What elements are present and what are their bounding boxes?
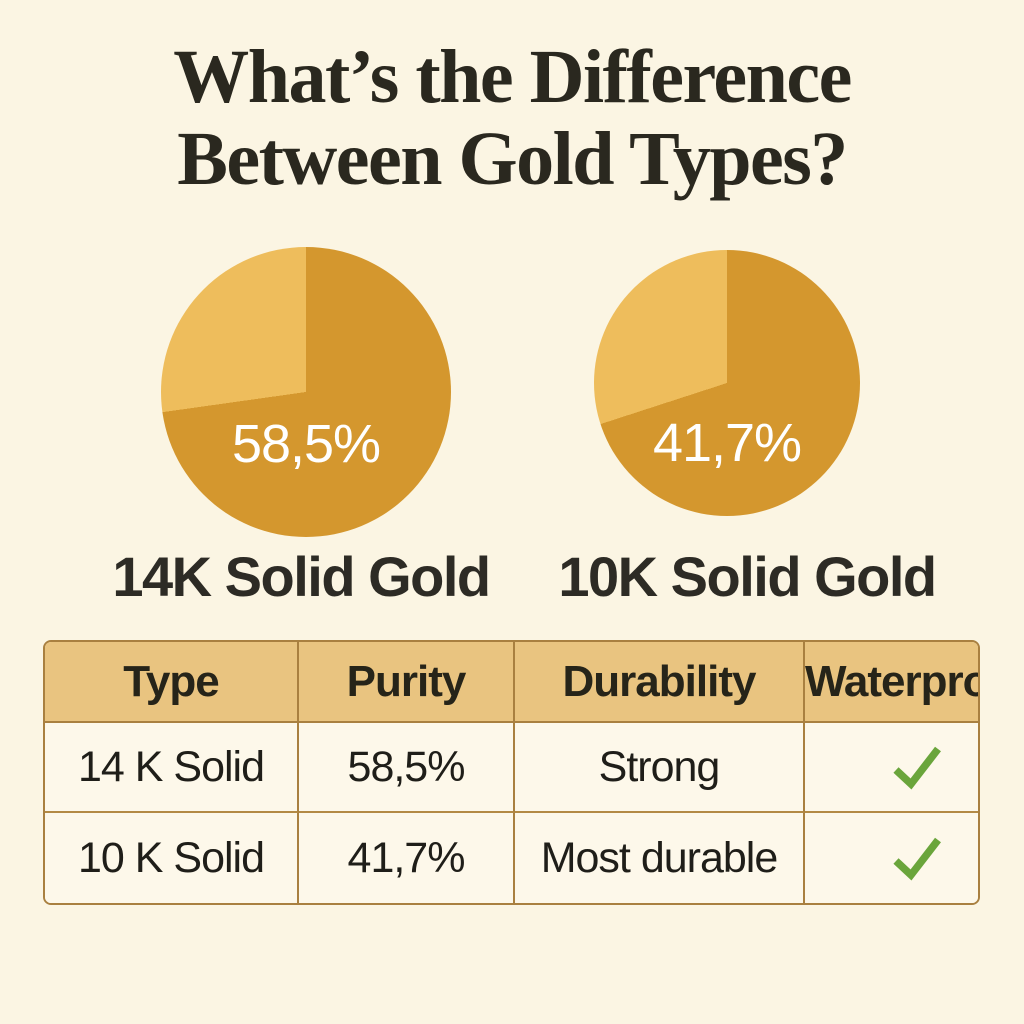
table-cell-durability-14k: Strong: [515, 723, 805, 813]
table-header-type: Type: [45, 642, 299, 723]
pie-chart-10k-gold: 41,7%: [594, 250, 860, 516]
pie-percent-label-14k: 58,5%: [231, 414, 381, 474]
table-header-purity: Purity: [299, 642, 515, 723]
pie-caption-14k: 14K Solid Gold: [112, 545, 491, 608]
pie-caption-10k: 10K Solid Gold: [558, 545, 937, 608]
table-cell-durability-10k: Most durable: [515, 813, 805, 903]
title-line-1: What’s the Difference: [173, 35, 852, 119]
table-header-waterproof: Waterproof: [805, 642, 978, 723]
table-cell-type-14k: 14 K Solid: [45, 723, 299, 813]
table-cell-type-10k: 10 K Solid: [45, 813, 299, 903]
title-line-2: Between Gold Types?: [177, 117, 848, 201]
page-title: What’s the Difference Between Gold Types…: [0, 36, 1024, 200]
check-icon: [892, 837, 941, 881]
gold-comparison-table: Type Purity Durability Waterproof 14 K S…: [43, 640, 980, 905]
table-cell-waterproof-14k: [805, 723, 978, 813]
table-header-durability: Durability: [515, 642, 805, 723]
pie-chart-14k-gold: 58,5%: [161, 247, 451, 537]
check-icon: [892, 746, 941, 790]
table-cell-purity-14k: 58,5%: [299, 723, 515, 813]
table-cell-purity-10k: 41,7%: [299, 813, 515, 903]
pie-percent-label-10k: 41,7%: [652, 413, 802, 473]
table-cell-waterproof-10k: [805, 813, 978, 903]
